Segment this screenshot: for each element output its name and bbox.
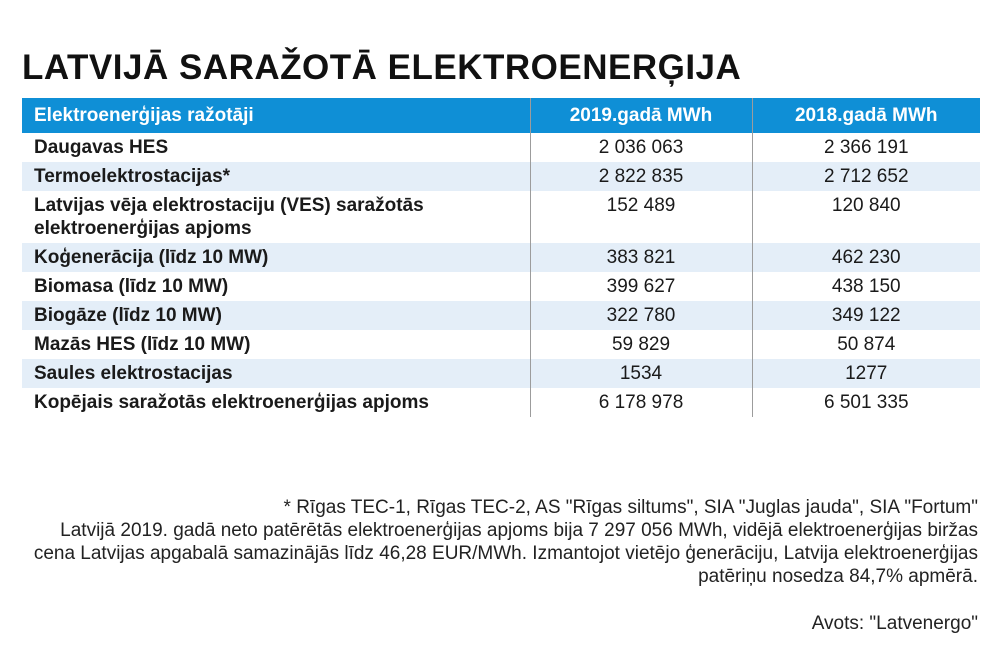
energy-table: Elektroenerģijas ražotāji 2019.gadā MWh … [22, 98, 980, 417]
row-label: Termoelektrostacijas* [22, 162, 530, 191]
table-row: Daugavas HES 2 036 063 2 366 191 [22, 133, 980, 162]
footnote: * Rīgas TEC-1, Rīgas TEC-2, AS "Rīgas si… [18, 496, 978, 588]
table-row: Latvijas vēja elektrostaciju (VES) saraž… [22, 191, 980, 243]
footnote-asterisk: * Rīgas TEC-1, Rīgas TEC-2, AS "Rīgas si… [283, 497, 978, 518]
value-2018: 438 150 [751, 272, 980, 301]
table-row: Biogāze (līdz 10 MW) 322 780 349 122 [22, 301, 980, 330]
row-label: Latvijas vēja elektrostaciju (VES) saraž… [22, 191, 530, 243]
value-2019: 1534 [529, 359, 752, 388]
value-2018: 2 712 652 [751, 162, 980, 191]
source-credit: Avots: "Latvenergo" [811, 613, 978, 634]
value-2019: 2 036 063 [529, 133, 752, 162]
row-label: Koģenerācija (līdz 10 MW) [22, 243, 530, 272]
table-row: Koģenerācija (līdz 10 MW) 383 821 462 23… [22, 243, 980, 272]
table-row: Biomasa (līdz 10 MW) 399 627 438 150 [22, 272, 980, 301]
page-title: LATVIJĀ SARAŽOTĀ ELEKTROENERĢIJA [22, 48, 742, 87]
value-2018: 6 501 335 [751, 388, 980, 417]
value-2019: 399 627 [529, 272, 752, 301]
value-2018: 50 874 [751, 330, 980, 359]
value-2019: 152 489 [529, 191, 752, 243]
value-2019: 6 178 978 [529, 388, 752, 417]
row-label: Saules elektrostacijas [22, 359, 530, 388]
row-label: Daugavas HES [22, 133, 530, 162]
table-row: Termoelektrostacijas* 2 822 835 2 712 65… [22, 162, 980, 191]
value-2018: 2 366 191 [751, 133, 980, 162]
value-2019: 383 821 [529, 243, 752, 272]
row-label: Biomasa (līdz 10 MW) [22, 272, 530, 301]
value-2018: 349 122 [751, 301, 980, 330]
value-2019: 2 822 835 [529, 162, 752, 191]
table-header-row: Elektroenerģijas ražotāji 2019.gadā MWh … [22, 98, 980, 133]
row-label: Biogāze (līdz 10 MW) [22, 301, 530, 330]
column-header-2018: 2018.gadā MWh [751, 98, 980, 133]
row-label: Mazās HES (līdz 10 MW) [22, 330, 530, 359]
value-2018: 1277 [751, 359, 980, 388]
row-label: Kopējais saražotās elektroenerģijas apjo… [22, 388, 530, 417]
value-2019: 59 829 [529, 330, 752, 359]
value-2018: 462 230 [751, 243, 980, 272]
table-row: Saules elektrostacijas 1534 1277 [22, 359, 980, 388]
column-header-2019: 2019.gadā MWh [529, 98, 752, 133]
table-row: Mazās HES (līdz 10 MW) 59 829 50 874 [22, 330, 980, 359]
column-header-producers: Elektroenerģijas ražotāji [22, 98, 530, 133]
value-2018: 120 840 [751, 191, 980, 243]
footnote-text: Latvijā 2019. gadā neto patērētās elektr… [33, 520, 978, 587]
value-2019: 322 780 [529, 301, 752, 330]
table-row-total: Kopējais saražotās elektroenerģijas apjo… [22, 388, 980, 417]
